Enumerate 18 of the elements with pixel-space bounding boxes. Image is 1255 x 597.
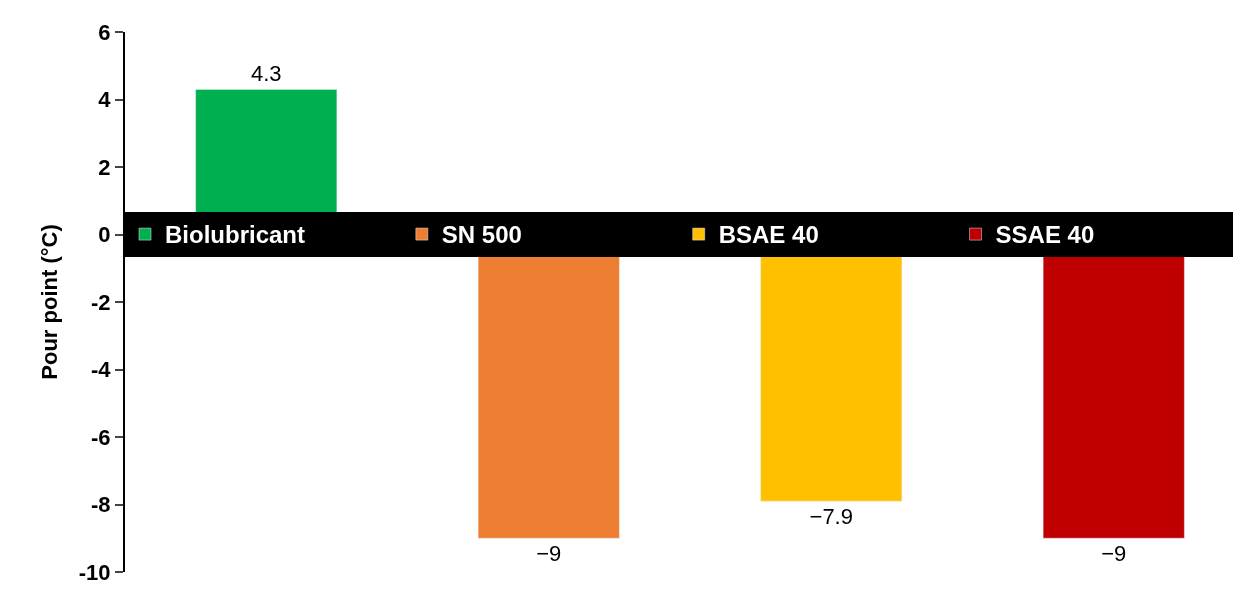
y-tick-label: -6 [91,424,111,450]
y-axis-title: Pour point (°C) [37,224,63,380]
legend-label: SN 500 [441,221,522,249]
y-tick-label: 0 [98,222,111,248]
y-tick-label: -8 [91,492,111,518]
y-tick-label: -10 [78,559,111,585]
data-label: −9 [1101,541,1127,567]
data-label: 4.3 [250,61,282,87]
data-label: −7.9 [809,504,853,530]
y-tick-label: 4 [98,87,112,113]
legend-label: BSAE 40 [718,221,819,249]
y-tick-label: 6 [98,19,111,45]
y-tick-label: -2 [91,289,111,315]
y-tick-label: 2 [98,154,111,180]
data-label: −9 [536,541,562,567]
legend-label: Biolubricant [165,221,306,249]
legend-label: SSAE 40 [995,221,1095,249]
y-tick-label: -4 [91,357,112,383]
